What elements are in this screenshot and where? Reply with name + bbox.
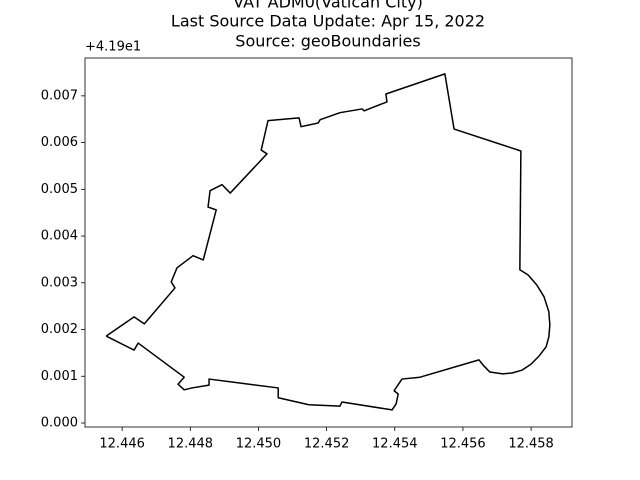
chart-subtitle: Source: geoBoundaries [235, 32, 420, 51]
y-offset-label: +4.19e1 [85, 40, 141, 55]
y-tick-label: 0.007 [41, 88, 78, 103]
x-tick-label: 12.456 [440, 437, 486, 452]
boundary-line [105, 73, 551, 411]
x-tick-label: 12.446 [99, 437, 145, 452]
y-tick-label: 0.006 [41, 135, 78, 150]
x-tick-label: 12.452 [304, 437, 350, 452]
axes-frame [84, 57, 573, 428]
y-tick-label: 0.000 [41, 415, 78, 430]
x-tick-label: 12.450 [236, 437, 282, 452]
chart-title: VAT ADM0(Vatican City) [233, 0, 423, 12]
x-tick-label: 12.454 [372, 437, 418, 452]
chart-subtitle: Last Source Data Update: Apr 15, 2022 [171, 12, 485, 31]
y-tick-label: 0.001 [41, 369, 78, 384]
x-tick-label: 12.448 [168, 437, 214, 452]
y-tick-label: 0.002 [41, 322, 78, 337]
y-tick-label: 0.004 [41, 229, 78, 244]
x-tick-label: 12.458 [508, 437, 554, 452]
y-tick-label: 0.003 [41, 275, 78, 290]
y-tick-label: 0.005 [41, 182, 78, 197]
